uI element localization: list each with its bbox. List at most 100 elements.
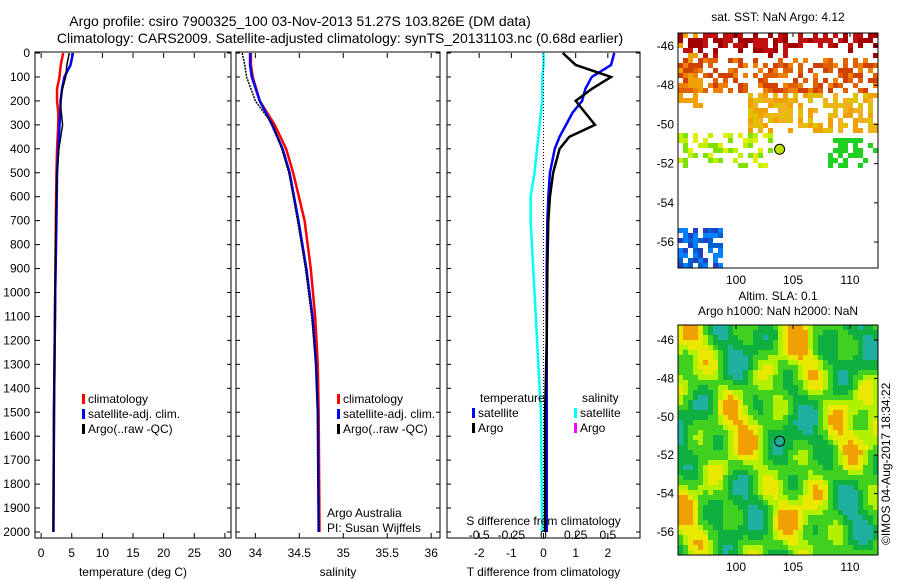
map-cell (813, 550, 818, 555)
map-cell (863, 345, 868, 350)
legend-title-temperature: temperature (480, 391, 545, 405)
map-cell (783, 108, 788, 113)
map-cell (803, 123, 808, 128)
map-cell (798, 63, 803, 68)
map-cell (803, 395, 808, 400)
map-cell (718, 405, 723, 410)
map-cell (858, 465, 863, 470)
map-cell (748, 405, 753, 410)
map-cell (723, 420, 728, 425)
map-cell (748, 113, 753, 118)
map-cell (873, 545, 878, 550)
map-cell (728, 490, 733, 495)
map-cell (833, 63, 838, 68)
map-cell (828, 485, 833, 490)
legend-swatch (82, 394, 85, 404)
map-cell (798, 495, 803, 500)
map-cell (778, 455, 783, 460)
map-cell (858, 103, 863, 108)
map-cell (733, 540, 738, 545)
map-cell (713, 460, 718, 465)
map-cell (793, 330, 798, 335)
map-cell (713, 335, 718, 340)
map-cell (818, 345, 823, 350)
map-cell (848, 530, 853, 535)
map-cell (843, 68, 848, 73)
map-cell (703, 228, 708, 233)
map-cell (778, 445, 783, 450)
map-cell (818, 450, 823, 455)
map-cell (763, 385, 768, 390)
map-cell (733, 435, 738, 440)
map-cell (773, 495, 778, 500)
map-cell (798, 380, 803, 385)
map-cell (708, 370, 713, 375)
map-cell (758, 43, 763, 48)
map-cell (758, 93, 763, 98)
map-cell (698, 545, 703, 550)
legend-label: satellite (580, 406, 621, 420)
map-cell (798, 365, 803, 370)
map-cell (708, 440, 713, 445)
map-cell (868, 475, 873, 480)
map-cell (678, 158, 683, 163)
map-cell (763, 470, 768, 475)
map-cell (808, 113, 813, 118)
map-cell (728, 495, 733, 500)
map-cell (693, 475, 698, 480)
map-cell (698, 248, 703, 253)
map-cell (743, 405, 748, 410)
map-cell (743, 495, 748, 500)
map-cell (788, 400, 793, 405)
map-cell (743, 500, 748, 505)
map-cell (678, 380, 683, 385)
map-cell (873, 550, 878, 555)
map-cell (683, 410, 688, 415)
map-cell (858, 480, 863, 485)
map-cell (678, 138, 683, 143)
map-cell (808, 470, 813, 475)
map-cell (738, 515, 743, 520)
map-cell (798, 435, 803, 440)
map-cell (828, 123, 833, 128)
map-cell (703, 435, 708, 440)
map-cell (843, 545, 848, 550)
map-cell (703, 420, 708, 425)
map-cell (838, 335, 843, 340)
map-cell (743, 475, 748, 480)
map-cell (788, 370, 793, 375)
map-cell (808, 485, 813, 490)
map-cell (723, 83, 728, 88)
map-cell (778, 420, 783, 425)
map-cell (818, 370, 823, 375)
map-cell (733, 73, 738, 78)
x2-tick-label: -0.25 (498, 528, 526, 542)
map-cell (688, 53, 693, 58)
map-cell (778, 33, 783, 38)
map-cell (698, 410, 703, 415)
map-cell (678, 68, 683, 73)
map-cell (773, 48, 778, 53)
series-line-argo-raw-qc- (241, 52, 320, 533)
map-cell (703, 330, 708, 335)
map-cell (703, 33, 708, 38)
map-cell (818, 355, 823, 360)
map-cell (848, 73, 853, 78)
map-cell (813, 445, 818, 450)
map-cell (838, 370, 843, 375)
map-cell (788, 455, 793, 460)
map-cell (683, 68, 688, 73)
map-cell (873, 480, 878, 485)
map-cell (713, 58, 718, 63)
map-cell (688, 380, 693, 385)
map-cell (783, 113, 788, 118)
map-cell (708, 510, 713, 515)
map-cell (738, 495, 743, 500)
map-cell (853, 335, 858, 340)
map-cell (683, 535, 688, 540)
map-cell (703, 263, 708, 268)
map-cell (688, 78, 693, 83)
map-cell (753, 495, 758, 500)
map-cell (713, 470, 718, 475)
x-tick-label: 20 (157, 546, 171, 560)
